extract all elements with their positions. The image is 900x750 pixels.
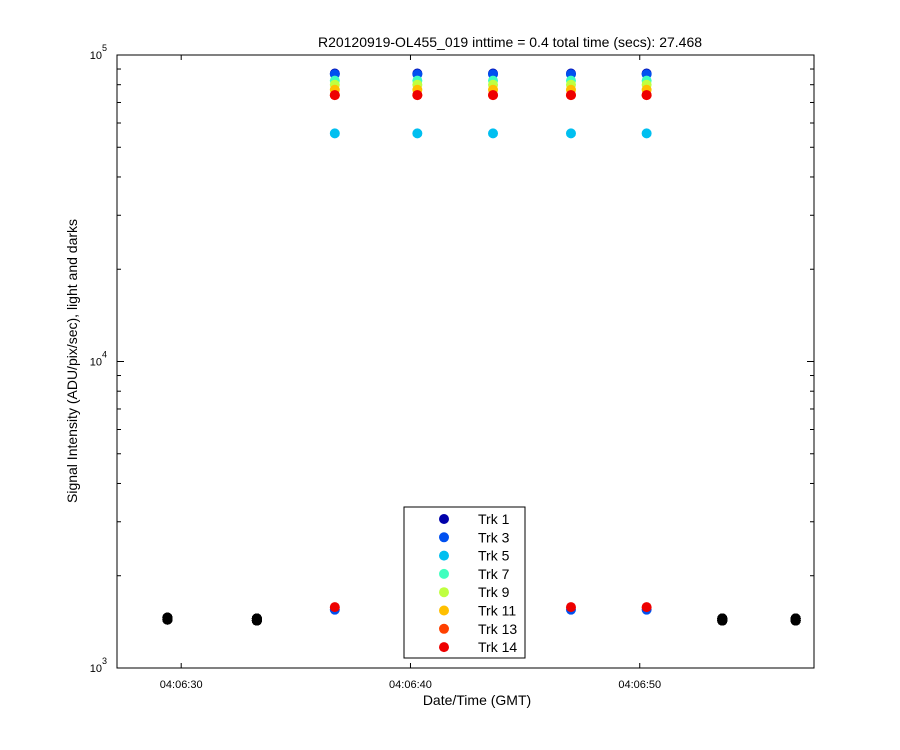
light-point [329,90,340,101]
y-axis-title: Signal Intensity (ADU/pix/sec), light an… [64,219,80,503]
chart-title: R20120919-OL455_019 inttime = 0.4 total … [318,34,702,50]
light-low-point [641,602,652,613]
y-tick-exponent: 3 [102,656,107,666]
legend-label: Trk 9 [478,584,510,600]
legend-marker [439,587,449,598]
legend-marker [439,514,449,524]
dark-point [790,615,801,626]
dark-point [251,615,262,626]
y-tick-base: 10 [90,50,102,62]
legend-marker [439,605,449,616]
x-tick-label: 04:06:50 [618,679,661,691]
legend-label: Trk 7 [478,566,510,582]
x-axis-title: Date/Time (GMT) [423,692,531,708]
light-point [641,128,652,139]
light-point [565,90,576,101]
light-low-point [329,602,340,613]
legend-marker [439,568,449,579]
legend-label: Trk 14 [478,639,517,655]
light-point [565,128,576,139]
legend-label: Trk 3 [478,529,510,545]
legend-label: Trk 1 [478,511,510,527]
light-point [488,128,499,139]
legend-marker [439,550,449,561]
legend-marker [439,532,449,543]
y-tick-exponent: 4 [102,350,107,360]
data-points [162,68,801,626]
light-point [329,128,340,139]
legend-label: Trk 11 [478,603,516,619]
legend-label: Trk 5 [478,548,510,564]
light-point [641,90,652,101]
legend-label: Trk 13 [478,621,517,637]
legend: Trk 1 Trk 3 Trk 5 Trk 7 Trk 9 Trk 11 Trk 13 Trk… [403,506,526,659]
legend-marker [439,623,449,634]
y-tick-exponent: 5 [102,43,107,53]
x-tick-label: 04:06:40 [389,679,432,691]
dark-point [162,614,173,625]
light-point [412,90,423,101]
y-tick-label: 105 [90,43,107,62]
dark-point [717,615,728,626]
y-tick-label: 103 [90,656,107,675]
light-low-point [565,602,576,613]
light-point [412,128,423,139]
x-tick-label: 04:06:30 [160,679,203,691]
legend-marker [439,642,449,653]
y-tick-base: 10 [90,663,102,675]
y-tick-label: 104 [90,350,107,369]
legend-box [403,506,526,659]
light-point [488,90,499,101]
y-tick-base: 10 [90,357,102,369]
